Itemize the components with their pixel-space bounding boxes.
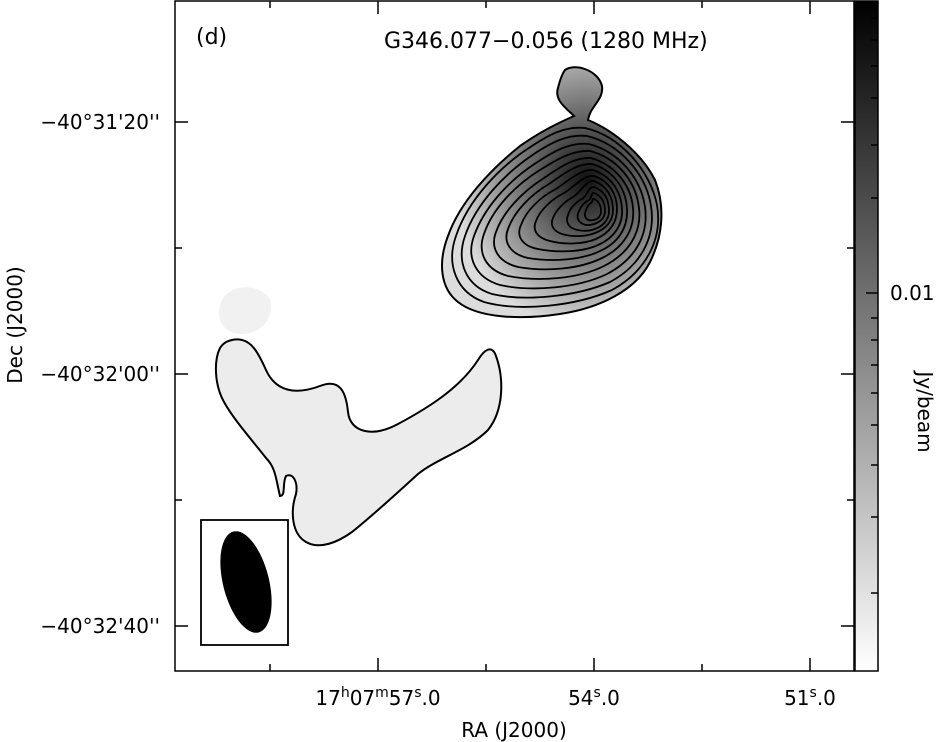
colorbar-gradient (854, 0, 879, 672)
plot-frame (174, 0, 855, 672)
faint-emission-wisp (218, 287, 271, 335)
colorbar-label: Jy/beam (913, 369, 937, 452)
beam-indicator (200, 519, 289, 646)
y-tick-label: −40°32'00'' (40, 362, 160, 386)
y-tick-label: −40°32'40'' (40, 614, 160, 638)
colorbar-ticks (866, 17, 878, 594)
colorbar-tick-label: 0.01 (890, 281, 935, 305)
axis-ticks (175, 1, 854, 671)
x-axis-title: RA (J2000) (461, 718, 567, 742)
panel-label: (d) (196, 25, 227, 50)
y-tick-label: −40°31'20'' (40, 110, 160, 134)
colorbar: 0.01 Jy/beam (854, 0, 937, 672)
x-tick-label: 17h07m57s.0 (315, 685, 440, 710)
extended-source-contour (214, 338, 503, 547)
beam-ellipse (220, 531, 272, 633)
compact-source-contours (451, 126, 659, 308)
chart-title: G346.077−0.056 (1280 MHz) (384, 29, 708, 54)
x-tick-label: 54s.0 (568, 685, 620, 710)
y-axis-title: Dec (J2000) (3, 266, 27, 383)
x-tick-label: 51s.0 (784, 685, 836, 710)
